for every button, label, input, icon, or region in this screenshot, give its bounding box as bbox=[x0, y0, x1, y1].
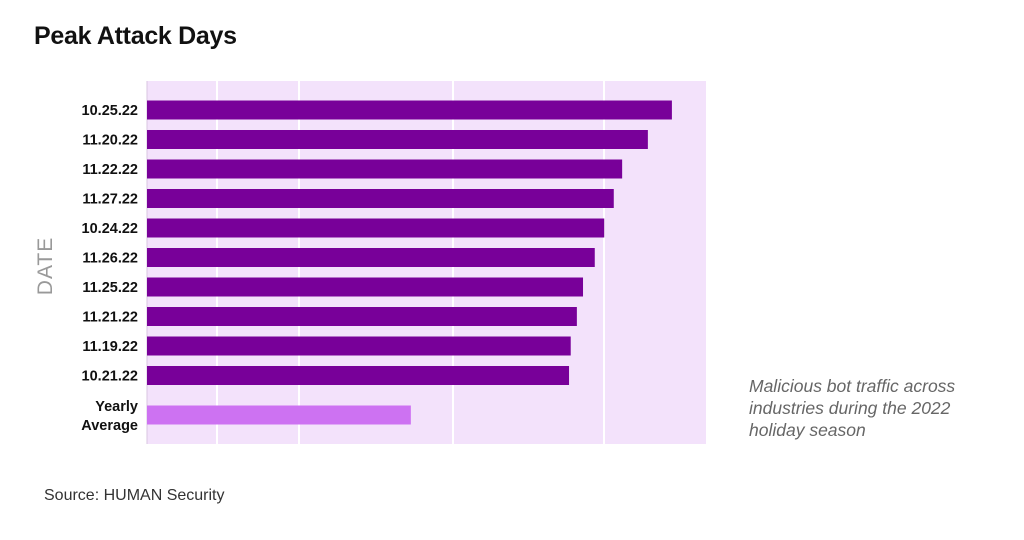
tick-label: 11.25.22 bbox=[82, 280, 138, 296]
source-note: Source: HUMAN Security bbox=[44, 487, 225, 504]
tick-label: 11.27.22 bbox=[82, 192, 138, 208]
tick-label: 10.25.22 bbox=[82, 103, 138, 119]
tick-label: Yearly Average bbox=[81, 399, 138, 434]
bar-yearly-average bbox=[147, 405, 411, 425]
tick-label: 10.21.22 bbox=[82, 369, 138, 385]
tick-label: 11.19.22 bbox=[82, 339, 138, 355]
bar-11.25.22 bbox=[147, 277, 584, 297]
tick-label: 11.22.22 bbox=[82, 162, 138, 178]
tick-label: 11.26.22 bbox=[82, 251, 138, 267]
tick-label: 11.20.22 bbox=[82, 133, 138, 149]
tick-label: 11.21.22 bbox=[82, 310, 138, 326]
bar-10.24.22 bbox=[147, 218, 605, 238]
bar-11.21.22 bbox=[147, 307, 577, 326]
bar-10.21.22 bbox=[147, 366, 570, 385]
bar-11.26.22 bbox=[147, 248, 595, 267]
bar-11.22.22 bbox=[147, 159, 623, 179]
bar-10.25.22 bbox=[147, 100, 672, 120]
chart-annotation: Malicious bot traffic across industries … bbox=[749, 376, 956, 440]
bar-11.27.22 bbox=[147, 189, 614, 208]
bar-11.20.22 bbox=[147, 130, 648, 149]
bar-11.19.22 bbox=[147, 336, 571, 356]
chart-title: Peak Attack Days bbox=[34, 22, 237, 50]
tick-label: 10.24.22 bbox=[82, 221, 138, 237]
